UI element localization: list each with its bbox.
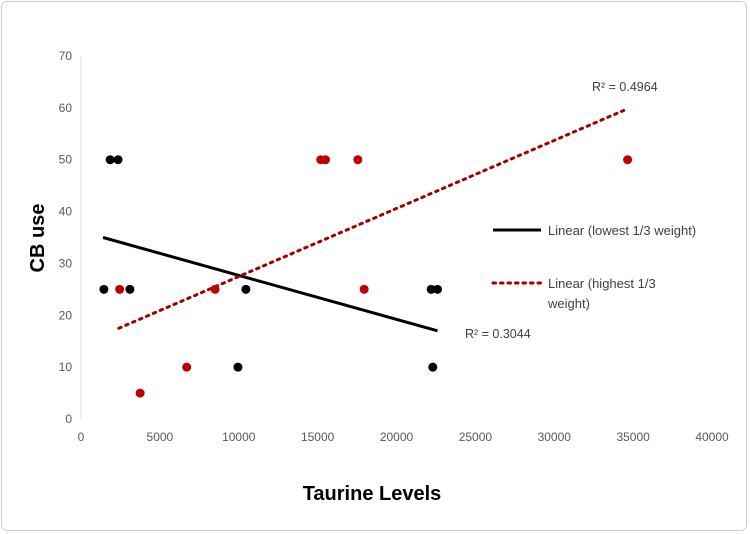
data-point-highest <box>321 155 331 165</box>
legend-label-highest-line2: weight) <box>547 296 590 311</box>
legend-label-lowest: Linear (lowest 1/3 weight) <box>548 223 696 238</box>
data-point-highest <box>353 155 363 165</box>
x-tick-label: 40000 <box>695 430 729 444</box>
x-tick-label: 35000 <box>616 430 650 444</box>
data-point-highest <box>115 284 125 294</box>
x-axis-title: Taurine Levels <box>303 483 442 505</box>
data-point-lowest <box>105 155 115 165</box>
trendline-lowest <box>102 236 438 333</box>
y-tick-label: 10 <box>59 360 73 374</box>
data-point-lowest <box>113 155 123 165</box>
data-point-highest <box>623 155 633 165</box>
y-tick-label: 40 <box>59 205 73 219</box>
y-tick-label: 0 <box>65 412 72 426</box>
legend-label-highest-line1: Linear (highest 1/3 <box>548 276 656 291</box>
y-tick-label: 30 <box>59 256 73 270</box>
y-tick-label: 20 <box>59 308 73 322</box>
data-point-lowest <box>426 284 436 294</box>
y-tick-label: 60 <box>59 101 73 115</box>
legend: Linear (lowest 1/3 weight) Linear (highe… <box>491 223 696 311</box>
x-tick-label: 5000 <box>147 430 174 444</box>
x-tick-label: 0 <box>78 430 85 444</box>
data-point-highest <box>182 362 192 372</box>
data-point-lowest <box>433 284 443 294</box>
y-tick-label: 70 <box>59 49 73 63</box>
x-tick-label: 30000 <box>538 430 572 444</box>
data-point-highest <box>210 284 220 294</box>
data-point-lowest <box>99 284 109 294</box>
data-point-lowest <box>241 284 251 294</box>
x-tick-label: 10000 <box>222 430 256 444</box>
r2-label-lowest: R² = 0.3044 <box>465 327 531 341</box>
x-tick-label: 15000 <box>301 430 335 444</box>
data-point-lowest <box>125 284 135 294</box>
data-point-highest <box>359 284 369 294</box>
trendline-highest <box>117 108 626 330</box>
x-tick-label: 20000 <box>380 430 414 444</box>
r2-label-highest: R² = 0.4964 <box>592 80 658 94</box>
x-tick-label: 25000 <box>459 430 493 444</box>
data-point-lowest <box>233 362 243 372</box>
y-tick-label: 50 <box>59 153 73 167</box>
y-axis-title: CB use <box>27 204 49 273</box>
data-point-highest <box>135 388 145 398</box>
data-point-lowest <box>428 362 438 372</box>
